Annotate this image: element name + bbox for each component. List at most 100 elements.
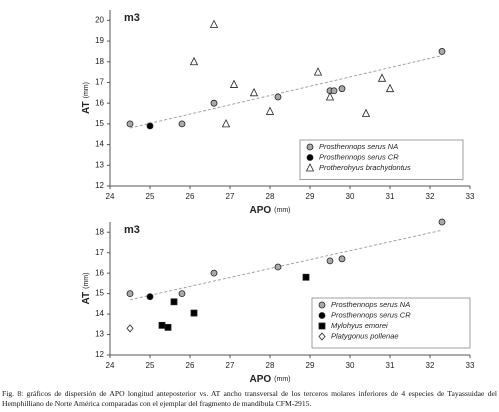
point: [126, 120, 134, 128]
caption: Fig. 8: gráficos de dispersión de APO lo…: [2, 389, 497, 408]
x-tick-label: 26: [186, 192, 195, 201]
y-axis-label: AT (mm): [81, 273, 92, 305]
x-tick-label: 25: [146, 192, 155, 201]
y-tick-label: 18: [95, 227, 104, 236]
point: [325, 92, 335, 101]
legend-label: Prosthennops serus NA: [319, 142, 398, 151]
trend-line: [129, 55, 443, 129]
x-axis-title: APO: [250, 205, 272, 216]
point: [385, 83, 395, 93]
point: [158, 321, 166, 329]
y-axis-title: AT: [81, 292, 92, 305]
figure: 12 13 14 15 16 17 18 19 20 24 25 26 27 28 29 30 31 32 33 m3…: [81, 10, 475, 385]
x-tick-label: 30: [346, 361, 355, 370]
point: [170, 298, 178, 306]
point: [438, 218, 446, 226]
x-tick-label: 28: [266, 192, 275, 201]
x-tick-label: 25: [146, 361, 155, 370]
point: [361, 108, 371, 117]
point: [229, 79, 239, 88]
y-tick-label: 20: [95, 15, 104, 24]
x-tick-label: 26: [186, 361, 195, 370]
point: [221, 118, 231, 128]
point: [249, 87, 259, 97]
legend-marker: [306, 143, 314, 151]
legend-marker: [318, 301, 326, 309]
y-tick-label: 12: [95, 181, 104, 190]
x-tick-label: 27: [226, 361, 235, 370]
legend-marker: [305, 163, 315, 172]
chart-title: m3: [124, 224, 140, 236]
y-tick-label: 19: [95, 36, 104, 45]
y-tick-label: 17: [95, 78, 104, 87]
x-axis-title: APO: [250, 374, 272, 385]
y-axis-unit: (mm): [83, 273, 90, 289]
legend-label: Prosthennops serus CR: [319, 152, 399, 161]
legend-label: Protherohyus brachydontus: [319, 163, 411, 172]
x-tick-label: 32: [426, 192, 435, 201]
point: [274, 93, 282, 101]
y-axis-title: AT: [81, 101, 92, 114]
point: [377, 73, 387, 82]
y-tick-label: 15: [95, 289, 104, 298]
x-tick-label: 32: [426, 361, 435, 370]
point: [126, 290, 134, 298]
point: [209, 19, 219, 28]
point: [338, 255, 346, 263]
trend-line: [129, 229, 443, 301]
point: [146, 122, 154, 130]
point: [338, 85, 346, 93]
x-tick-label: 28: [266, 361, 275, 370]
x-tick-label: 31: [386, 192, 395, 201]
point: [313, 67, 323, 76]
legend-label: Mylohyus emorei: [331, 321, 388, 330]
x-axis-unit: (mm): [274, 207, 290, 214]
x-tick-label: 24: [106, 192, 115, 201]
point: [178, 120, 186, 128]
point: [330, 87, 338, 95]
point: [126, 324, 134, 333]
y-axis-unit: (mm): [83, 82, 90, 98]
point: [326, 257, 334, 265]
y-tick-label: 16: [95, 268, 104, 277]
y-tick-label: 17: [95, 248, 104, 257]
y-tick-label: 13: [95, 160, 104, 169]
point: [210, 99, 218, 107]
y-tick-label: 14: [95, 309, 104, 318]
x-tick-label: 30: [346, 192, 355, 201]
point: [190, 309, 198, 317]
legend-box: [311, 297, 471, 349]
point: [210, 269, 218, 277]
point: [265, 106, 275, 115]
point: [302, 273, 310, 281]
y-tick-label: 15: [95, 119, 104, 128]
chart-title: m3: [124, 12, 140, 24]
legend-label: Platygonus pollenae: [331, 331, 399, 340]
legend-marker: [306, 154, 314, 161]
x-axis-label: APO (mm): [250, 205, 291, 216]
y-tick-label: 13: [95, 330, 104, 339]
legend-marker: [318, 312, 326, 319]
point: [438, 48, 446, 55]
point: [178, 290, 186, 298]
x-tick-label: 29: [306, 361, 315, 370]
point: [164, 323, 172, 331]
x-axis-label: APO (mm): [250, 374, 291, 385]
legend-box: [299, 139, 464, 180]
x-tick-label: 27: [226, 192, 235, 201]
point: [189, 56, 199, 66]
y-tick-label: 16: [95, 98, 104, 107]
y-tick-label: 18: [95, 57, 104, 66]
point: [274, 263, 282, 271]
y-tick-label: 12: [95, 350, 104, 359]
legend-marker: [318, 322, 326, 330]
y-tick-label: 14: [95, 140, 104, 149]
x-tick-label: 33: [466, 361, 475, 370]
x-tick-label: 29: [306, 192, 315, 201]
x-tick-label: 24: [106, 361, 115, 370]
y-axis-label: AT (mm): [81, 82, 92, 114]
legend-label: Prosthennops serus CR: [331, 310, 411, 319]
point: [146, 293, 154, 301]
legend-marker: [318, 332, 326, 341]
